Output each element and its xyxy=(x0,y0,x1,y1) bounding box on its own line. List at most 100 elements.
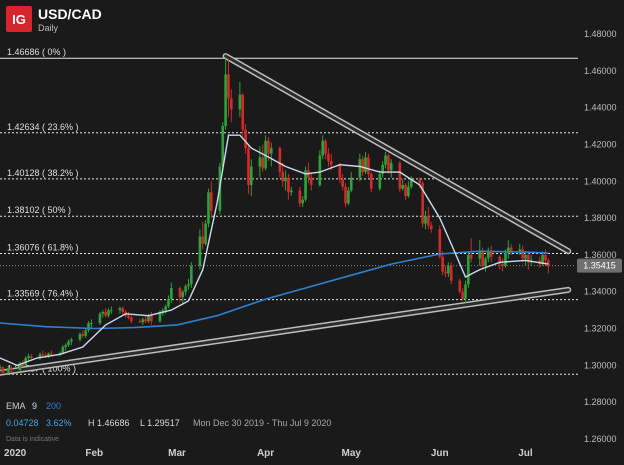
candle-body xyxy=(121,308,125,312)
y-tick-label: 1.30000 xyxy=(584,360,617,370)
candle-body xyxy=(244,129,247,149)
candle-body xyxy=(284,177,287,182)
last-price-tag: 1.35415 xyxy=(577,258,622,273)
candle-body xyxy=(207,192,210,224)
y-tick-label: 1.36000 xyxy=(584,250,617,260)
candle-body xyxy=(544,254,547,261)
candle-body xyxy=(181,291,185,298)
ema-9-line xyxy=(0,134,549,367)
candle-body xyxy=(324,140,327,154)
candle-body xyxy=(230,98,233,110)
candle-body xyxy=(447,265,450,274)
candle-body xyxy=(178,288,182,298)
fib-level-label: 1.36076 ( 61.8% ) xyxy=(7,243,79,253)
y-tick-label: 1.34000 xyxy=(584,287,617,297)
y-tick-label: 1.44000 xyxy=(584,103,617,113)
candle-body xyxy=(87,323,90,331)
y-tick-label: 1.48000 xyxy=(584,29,617,39)
candle-body xyxy=(509,247,513,252)
interval-label: Daily xyxy=(38,23,59,33)
candle-body xyxy=(489,251,493,257)
fib-level-label: 1.38102 ( 50% ) xyxy=(7,205,71,215)
candle-body xyxy=(327,153,330,162)
fib-label-bg xyxy=(4,242,97,253)
candle-body xyxy=(264,140,267,169)
candle-body xyxy=(161,310,165,312)
candle-body xyxy=(421,183,424,224)
candle-body xyxy=(261,157,265,169)
candle-body xyxy=(524,254,527,259)
candle-body xyxy=(341,179,344,187)
candle-body xyxy=(407,186,410,196)
candle-body xyxy=(150,315,153,322)
candle-body xyxy=(10,368,13,370)
y-tick-label: 1.38000 xyxy=(584,213,617,223)
candle-body xyxy=(104,311,107,316)
candle-body xyxy=(167,299,170,307)
candle-body xyxy=(378,173,382,189)
y-tick-label: 1.32000 xyxy=(584,324,617,334)
y-tick-label: 1.26000 xyxy=(584,434,617,444)
x-tick-label: Mar xyxy=(168,448,186,459)
candle-body xyxy=(241,94,245,130)
candle-body xyxy=(461,291,464,300)
candle-body xyxy=(78,334,82,340)
candle-body xyxy=(170,288,173,300)
trendline-inner xyxy=(0,288,570,375)
fib-level-label: 1.33569 ( 76.4% ) xyxy=(7,289,79,299)
candle-body xyxy=(224,74,227,127)
candle-body xyxy=(521,249,524,259)
candle-body xyxy=(427,216,430,226)
candle-body xyxy=(347,190,350,204)
candle-body xyxy=(1,367,5,373)
x-tick-label: Jul xyxy=(518,448,533,459)
x-axis: 2020 Feb Mar Apr May Jun Jul xyxy=(4,448,533,459)
symbol-title: USD/CAD xyxy=(38,6,102,22)
disclaimer: Data is indicative xyxy=(6,436,59,443)
candle-body xyxy=(198,236,202,266)
candle-body xyxy=(144,319,147,322)
candle-body xyxy=(349,177,353,191)
candle-body xyxy=(469,254,473,259)
change-percent: 3.62% xyxy=(46,418,72,428)
candle-body xyxy=(309,177,313,185)
candle-body xyxy=(281,172,285,182)
y-tick-label: 1.42000 xyxy=(584,139,617,149)
candle-body xyxy=(449,265,453,281)
candle-body xyxy=(64,345,67,347)
candle-body xyxy=(358,159,362,178)
candle-body xyxy=(438,229,442,257)
period-low: L 1.29517 xyxy=(140,418,180,428)
y-tick-label: 1.40000 xyxy=(584,176,617,186)
candle-body xyxy=(484,258,487,266)
candle-body xyxy=(498,256,502,265)
candle-body xyxy=(187,284,190,287)
candle-body xyxy=(384,155,387,165)
candle-body xyxy=(401,184,404,189)
candle-body xyxy=(504,253,507,266)
y-tick-label: 1.28000 xyxy=(584,397,617,407)
candle-body xyxy=(141,319,145,323)
candle-body xyxy=(41,354,45,356)
candle-body xyxy=(418,179,422,184)
fib-label-bg xyxy=(4,47,82,58)
candle-body xyxy=(0,367,2,369)
candle-body xyxy=(210,192,213,211)
candle-body xyxy=(344,186,347,204)
candle-body xyxy=(409,179,413,187)
candle-body xyxy=(304,170,307,200)
candle-body xyxy=(221,126,225,167)
candle-body xyxy=(501,264,504,266)
candle-body xyxy=(190,265,193,285)
candle-body xyxy=(238,94,242,110)
candle-body xyxy=(47,353,50,357)
candle-body xyxy=(301,199,305,204)
period-high: H 1.46686 xyxy=(88,418,130,428)
fib-level-label: 1.46686 ( 0% ) xyxy=(7,47,66,57)
change-value: 0.04728 xyxy=(6,418,39,428)
candle-body xyxy=(321,140,324,156)
candle-body xyxy=(184,286,187,292)
candle-body xyxy=(67,341,70,346)
candle-body xyxy=(227,74,230,99)
